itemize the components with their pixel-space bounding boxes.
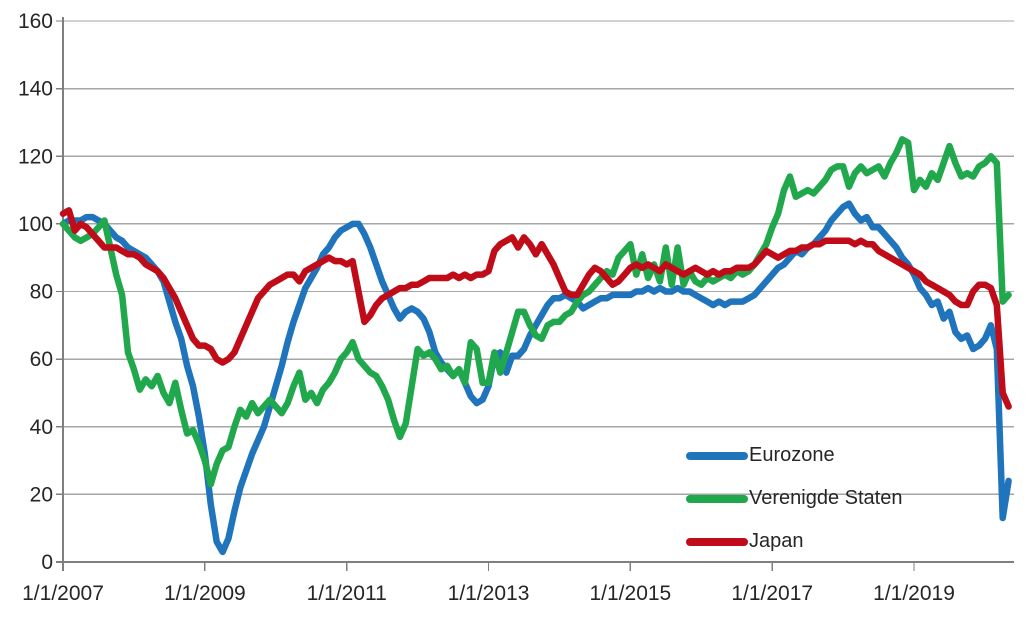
x-tick-label: 1/1/2019 [873,582,955,605]
series-line-verenigde-staten [59,136,1012,488]
series-line-eurozone [59,200,1012,556]
y-tick-label: 60 [30,348,53,371]
series-line-japan [59,207,1012,410]
legend-line-eurozone [686,451,748,460]
legend-item-japan: Japan [686,520,902,563]
legend-label-verenigde-staten: Verenigde Staten [749,487,903,509]
y-tick-label: 40 [30,416,53,439]
x-tick-label: 1/1/2009 [164,582,246,605]
legend-line-verenigde-staten [686,494,748,503]
chart-legend: Eurozone Verenigde Staten Japan [686,434,902,563]
x-tick-label: 1/1/2011 [307,582,387,605]
legend-label-japan: Japan [749,530,804,552]
x-tick-label: 1/1/2013 [448,582,530,605]
y-tick-label: 0 [41,551,53,574]
y-tick-label: 20 [30,483,53,506]
legend-label-eurozone: Eurozone [749,444,835,466]
y-tick-label: 80 [30,281,53,304]
y-tick-label: 140 [18,78,53,101]
y-tick-label: 100 [18,213,53,236]
y-tick-label: 160 [18,10,53,33]
legend-item-verenigde-staten: Verenigde Staten [686,477,902,520]
legend-item-eurozone: Eurozone [686,434,902,477]
y-tick-label: 120 [18,145,53,168]
legend-line-japan [686,537,748,546]
x-tick-label: 1/1/2007 [22,582,104,605]
x-tick-label: 1/1/2017 [731,582,813,605]
x-tick-label: 1/1/2015 [589,582,671,605]
